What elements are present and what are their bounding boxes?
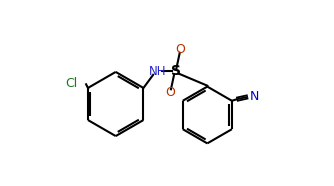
Text: O: O bbox=[165, 86, 175, 99]
Text: O: O bbox=[175, 43, 185, 56]
Text: N: N bbox=[250, 90, 260, 103]
Text: Cl: Cl bbox=[65, 77, 78, 90]
Text: NH: NH bbox=[148, 65, 166, 78]
Text: S: S bbox=[171, 65, 181, 78]
